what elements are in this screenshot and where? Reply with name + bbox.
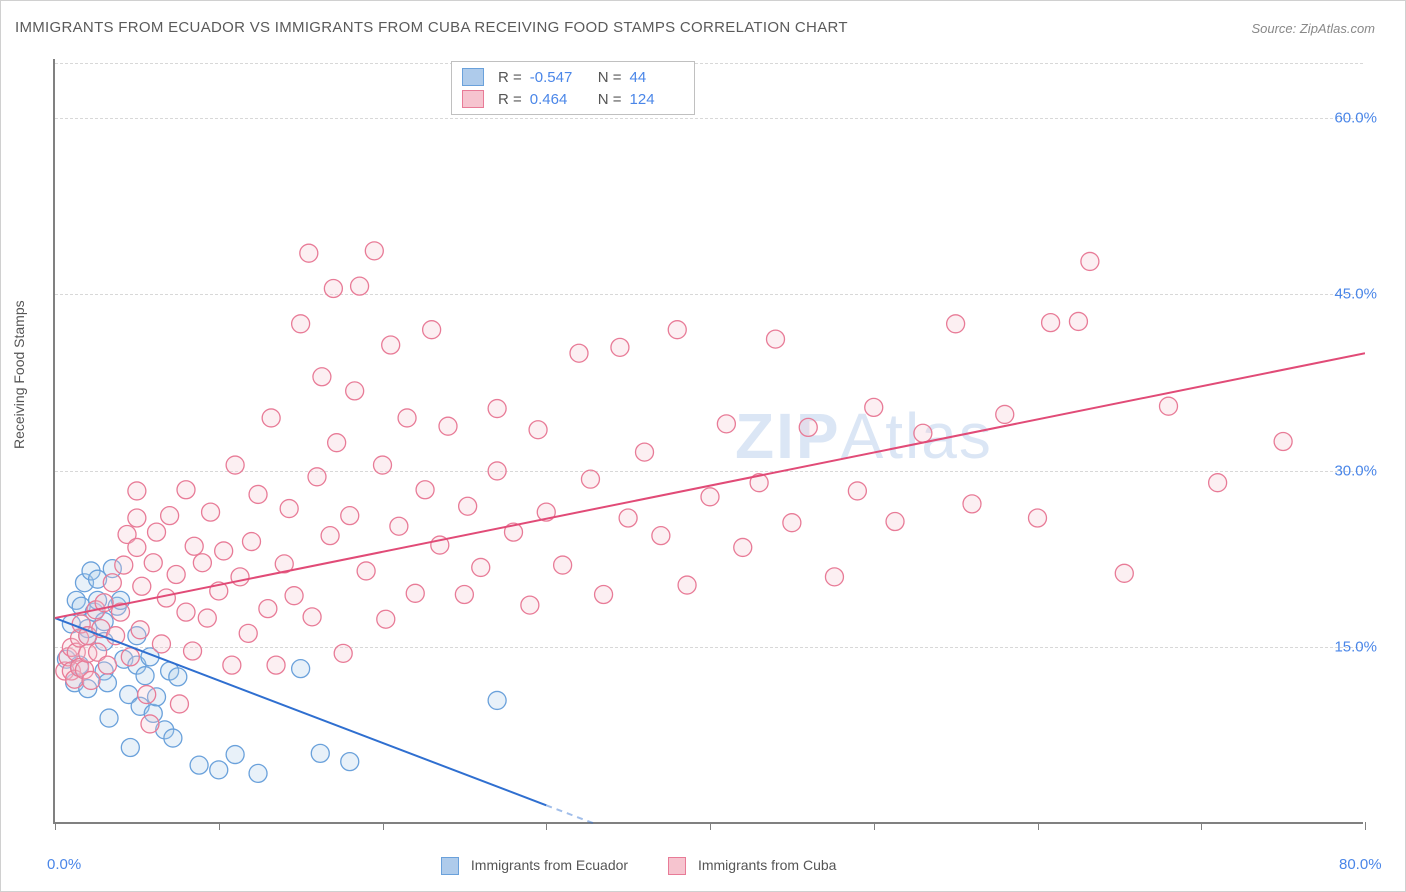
legend-label-cuba: Immigrants from Cuba [698, 857, 836, 873]
x-tick-label: 80.0% [1339, 856, 1382, 873]
plot-area: ZIPAtlas R = -0.547 N = 44 R = 0.464 N =… [53, 59, 1363, 824]
trend-lines [55, 59, 1365, 824]
stats-legend-box: R = -0.547 N = 44 R = 0.464 N = 124 [451, 61, 695, 115]
n-label: N = [598, 91, 622, 108]
swatch-cuba [462, 90, 484, 108]
r-label: R = [498, 69, 522, 86]
n-value-ecuador: 44 [630, 69, 684, 86]
stats-row-cuba: R = 0.464 N = 124 [462, 88, 684, 110]
r-value-cuba: 0.464 [530, 91, 584, 108]
chart-container: IMMIGRANTS FROM ECUADOR VS IMMIGRANTS FR… [0, 0, 1406, 892]
r-label: R = [498, 91, 522, 108]
source-attribution: Source: ZipAtlas.com [1251, 21, 1375, 36]
legend-item-cuba: Immigrants from Cuba [668, 857, 836, 875]
stats-row-ecuador: R = -0.547 N = 44 [462, 66, 684, 88]
bottom-legend: Immigrants from Ecuador Immigrants from … [441, 857, 836, 875]
y-axis-label: Receiving Food Stamps [11, 300, 27, 449]
x-tick-label: 0.0% [47, 856, 81, 873]
n-value-cuba: 124 [630, 91, 684, 108]
n-label: N = [598, 69, 622, 86]
r-value-ecuador: -0.547 [530, 69, 584, 86]
legend-swatch-cuba [668, 857, 686, 875]
swatch-ecuador [462, 68, 484, 86]
legend-label-ecuador: Immigrants from Ecuador [471, 857, 628, 873]
chart-title: IMMIGRANTS FROM ECUADOR VS IMMIGRANTS FR… [15, 19, 848, 36]
legend-item-ecuador: Immigrants from Ecuador [441, 857, 628, 875]
legend-swatch-ecuador [441, 857, 459, 875]
